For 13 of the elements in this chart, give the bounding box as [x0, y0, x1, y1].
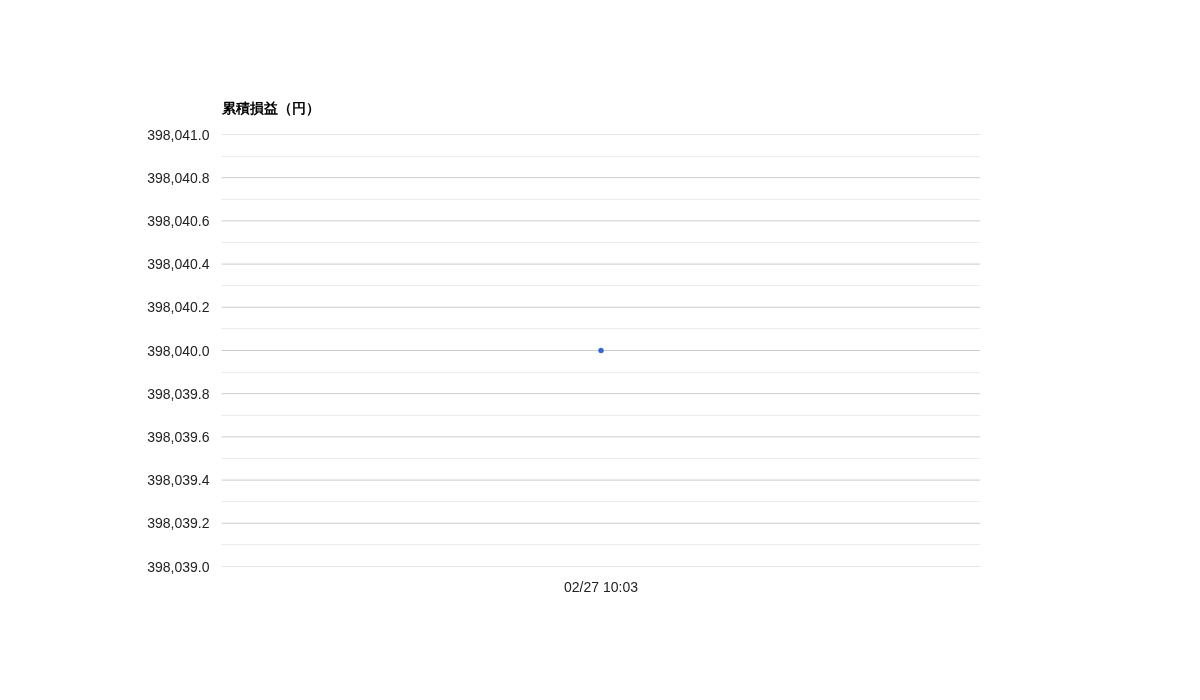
- y-tick-label: 398,041.0: [147, 126, 210, 143]
- y-tick-label: 398,040.0: [147, 342, 210, 359]
- y-tick-label: 398,039.8: [147, 385, 210, 402]
- y-tick-label: 398,039.0: [147, 558, 210, 575]
- chart-title: 累積損益（円）: [220, 99, 320, 116]
- y-tick-label: 398,039.2: [147, 515, 210, 532]
- y-tick-label: 398,040.8: [147, 169, 210, 186]
- y-tick-label: 398,039.4: [147, 472, 210, 489]
- y-tick-label: 398,039.6: [147, 428, 210, 445]
- y-tick-label: 398,040.2: [147, 299, 210, 316]
- y-tick-label: 398,040.6: [147, 212, 210, 229]
- x-tick-label: 02/27 10:03: [564, 578, 639, 595]
- y-tick-label: 398,040.4: [147, 256, 210, 273]
